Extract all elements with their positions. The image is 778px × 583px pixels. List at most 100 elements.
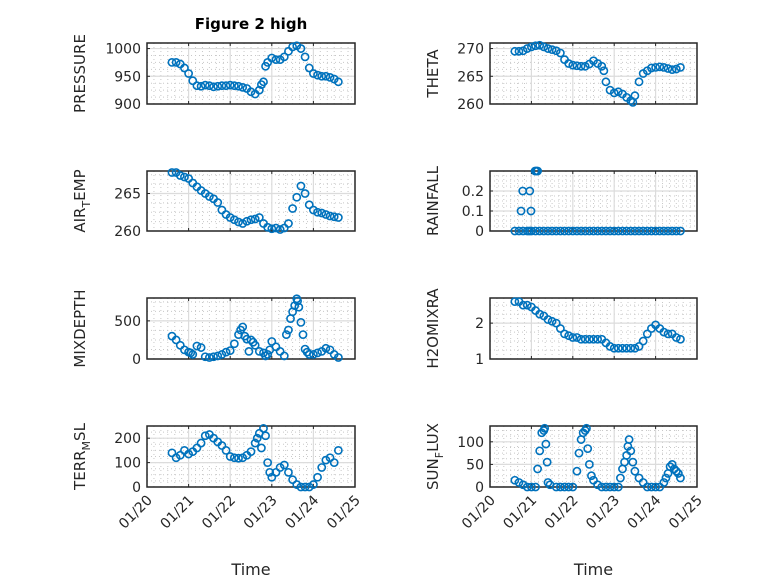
data-point: [560, 482, 569, 492]
data-point: [555, 482, 565, 492]
data-point: [638, 226, 648, 236]
y-tick-label: 0: [132, 480, 141, 496]
data-point: [333, 353, 343, 362]
data-point: [242, 216, 252, 226]
data-point: [630, 466, 640, 476]
data-point: [580, 334, 590, 344]
data-point: [547, 45, 557, 55]
data-point: [167, 168, 177, 177]
data-point: [547, 316, 557, 326]
data-point: [564, 226, 574, 236]
data-point: [663, 64, 673, 73]
data-point: [576, 334, 586, 344]
data-point: [267, 53, 277, 63]
data-point: [522, 482, 532, 492]
data-point: [564, 59, 574, 68]
x-tick-label: 01/21: [158, 493, 198, 533]
data-point: [171, 58, 181, 67]
subplot-rainfall: 0 0.1 0.2 RAINFALL: [424, 165, 698, 240]
data-point: [304, 63, 314, 73]
data-point: [630, 343, 640, 353]
data-point: [313, 70, 322, 80]
data-point: [234, 81, 243, 91]
data-point: [196, 438, 206, 448]
data-point: [271, 55, 281, 65]
data-point: [628, 457, 638, 467]
data-point: [564, 482, 574, 492]
data-point: [321, 210, 331, 219]
data-point: [572, 333, 582, 342]
data-point: [560, 226, 569, 236]
data-point: [647, 63, 656, 73]
y-tick-label: 1000: [105, 42, 141, 58]
data-point: [642, 329, 652, 339]
data-point: [196, 81, 206, 91]
data-point: [252, 433, 262, 443]
y-tick-label: 0.1: [462, 204, 484, 220]
axes-box: [489, 297, 698, 360]
data-point: [234, 453, 243, 463]
data-point: [304, 350, 314, 359]
data-point: [238, 82, 248, 92]
data-point: [267, 337, 277, 346]
data-point: [651, 226, 660, 236]
data-point: [510, 46, 520, 56]
data-point: [317, 463, 327, 472]
y-tick-label: 270: [457, 42, 484, 58]
data-point: [300, 52, 310, 62]
data-point: [294, 302, 304, 312]
data-point: [609, 482, 619, 492]
data-point: [313, 472, 322, 482]
data-point: [204, 353, 214, 362]
data-point: [250, 340, 260, 350]
data-point: [279, 52, 289, 62]
data-point: [676, 334, 685, 344]
y-tick-label: 500: [114, 314, 141, 330]
data-point: [196, 343, 206, 352]
data-point: [221, 347, 231, 357]
data-point: [200, 352, 210, 362]
data-point: [246, 447, 256, 457]
y-axis-label: TERRMSL: [71, 422, 93, 491]
data-point: [180, 172, 189, 182]
data-point: [533, 464, 543, 474]
data-point: [213, 81, 223, 91]
data-point: [514, 46, 524, 56]
data-point: [535, 40, 545, 50]
y-tick-label: 200: [114, 431, 141, 447]
data-point: [263, 350, 273, 359]
data-point: [564, 331, 574, 341]
y-tick-label: 100: [457, 435, 484, 451]
data-point: [244, 346, 254, 356]
data-point: [256, 443, 266, 453]
data-point: [667, 65, 677, 75]
data-point: [267, 224, 277, 234]
data-point: [246, 335, 256, 345]
data-point: [288, 204, 297, 213]
data-point: [673, 469, 683, 478]
y-tick-label: 900: [114, 97, 141, 113]
data-point: [551, 482, 561, 492]
data-point: [308, 480, 318, 489]
data-point: [555, 324, 565, 333]
data-point: [642, 226, 652, 236]
data-point: [659, 478, 669, 487]
data-point: [329, 212, 339, 222]
data-point: [325, 72, 335, 82]
data-point: [655, 226, 665, 236]
figure-title: Figure 2 high: [195, 15, 308, 33]
data-point: [659, 327, 669, 337]
data-point: [321, 71, 331, 81]
data-point: [296, 181, 306, 191]
data-point: [584, 460, 594, 469]
data-point: [543, 226, 553, 236]
data-point: [616, 473, 625, 483]
data-point: [304, 200, 314, 210]
axes-box: [489, 42, 698, 105]
subplot-pressure: 900 950 1000 PRESSURE: [71, 34, 356, 113]
data-point: [647, 226, 656, 236]
data-point: [526, 206, 536, 216]
data-point: [263, 458, 273, 467]
data-point: [655, 62, 665, 72]
data-point: [308, 69, 318, 78]
